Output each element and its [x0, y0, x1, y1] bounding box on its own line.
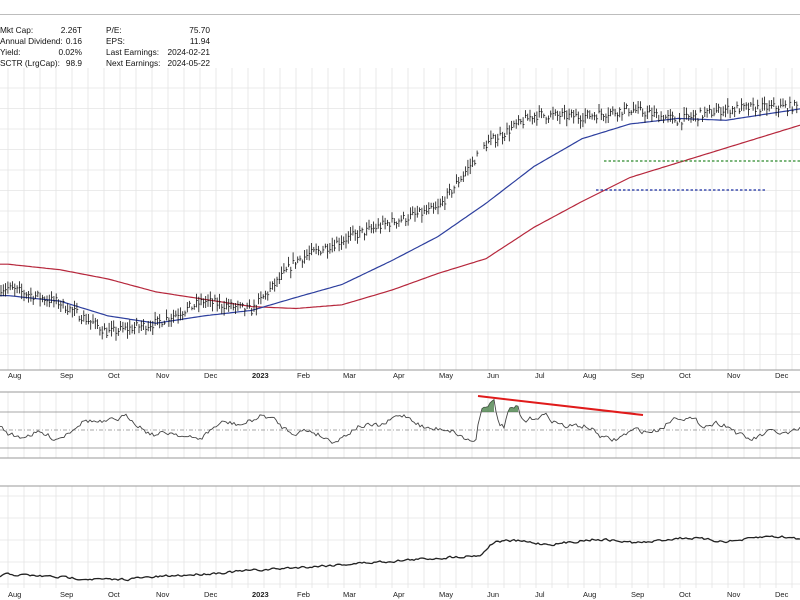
stat-value: 11.94	[189, 36, 210, 46]
x-axis-tick-label: Aug	[8, 371, 21, 380]
x-axis-tick-label: May	[439, 590, 453, 599]
relative-strength-line	[0, 535, 800, 582]
x-axis-price: Aug Sep Oct Nov Dec 2023 Feb Mar Apr May Jun Jul Aug…	[8, 371, 789, 380]
x-axis-tick-label: Dec	[775, 590, 789, 599]
x-axis-tick-label: Jun	[487, 371, 499, 380]
x-axis-tick-label: Oct	[679, 590, 692, 599]
stat-row: SCTR (LrgCap): 98.9 Next Earnings: 2024-…	[0, 58, 260, 69]
relative-strength-panel	[0, 535, 800, 582]
stat-value: 0.02%	[58, 47, 82, 57]
x-axis-tick-label: Apr	[393, 590, 405, 599]
stat-label: P/E:	[106, 25, 122, 35]
x-axis-tick-label: Aug	[8, 590, 21, 599]
stat-value: 98.9	[65, 58, 82, 68]
x-axis-tick-label: 2023	[252, 371, 269, 380]
x-axis-tick-label: Nov	[727, 371, 741, 380]
stat-label: SCTR (LrgCap):	[0, 58, 60, 68]
stat-row: Mkt Cap: 2.26T P/E: 75.70	[0, 25, 260, 36]
stat-row: Yield: 0.02% Last Earnings: 2024-02-21	[0, 47, 260, 58]
x-axis-tick-label: Mar	[343, 371, 356, 380]
x-axis-bottom: Aug Sep Oct Nov Dec 2023 Feb Mar Apr May Jun Jul Aug…	[8, 590, 789, 599]
grid-lines	[0, 68, 800, 588]
x-axis-tick-label: Feb	[297, 371, 310, 380]
stat-value: 2024-02-21	[167, 47, 210, 57]
x-axis-tick-label: Nov	[156, 590, 170, 599]
x-axis-tick-label: Nov	[727, 590, 741, 599]
stat-value: 0.16	[65, 36, 82, 46]
x-axis-tick-label: Jun	[487, 590, 499, 599]
x-axis-tick-label: Aug	[583, 371, 596, 380]
stat-value: 75.70	[189, 25, 210, 35]
x-axis-tick-label: Mar	[343, 590, 356, 599]
sma-long-line	[0, 124, 800, 310]
x-axis-tick-label: Feb	[297, 590, 310, 599]
stat-label: Yield:	[0, 47, 21, 57]
x-axis-tick-label: Dec	[204, 371, 218, 380]
stat-row: Annual Dividend: 0.16 EPS: 11.94	[0, 36, 260, 47]
oscillator-line	[0, 398, 800, 444]
price-panel	[0, 96, 800, 341]
x-axis-tick-label: Dec	[204, 590, 218, 599]
stat-label: Mkt Cap:	[0, 25, 34, 35]
oscillator-panel	[0, 395, 800, 449]
stat-label: Annual Dividend:	[0, 36, 63, 46]
stat-label: Next Earnings:	[106, 58, 161, 68]
x-axis-tick-label: Sep	[60, 590, 73, 599]
panel-borders	[0, 369, 800, 487]
x-axis-tick-label: Dec	[775, 371, 789, 380]
x-axis-tick-label: Nov	[156, 371, 170, 380]
overbought-shading	[508, 405, 518, 412]
stat-label: EPS:	[106, 36, 125, 46]
x-axis-tick-label: Jul	[535, 590, 545, 599]
stat-value: 2024-05-22	[167, 58, 210, 68]
x-axis-tick-label: Oct	[108, 371, 121, 380]
overbought-shading	[482, 399, 494, 412]
x-axis-tick-label: Sep	[631, 371, 644, 380]
x-axis-tick-label: 2023	[252, 590, 269, 599]
stat-label: Last Earnings:	[106, 47, 160, 57]
divergence-trendline	[477, 395, 644, 416]
sma-short-line	[0, 108, 800, 324]
x-axis-tick-label: Aug	[583, 590, 596, 599]
stat-value: 2.26T	[60, 25, 82, 35]
chart-header-border	[0, 0, 800, 15]
x-axis-tick-label: Oct	[679, 371, 692, 380]
x-axis-tick-label: Sep	[60, 371, 73, 380]
x-axis-tick-label: Sep	[631, 590, 644, 599]
x-axis-tick-label: May	[439, 371, 453, 380]
x-axis-tick-label: Apr	[393, 371, 405, 380]
x-axis-tick-label: Jul	[535, 371, 545, 380]
x-axis-tick-label: Oct	[108, 590, 121, 599]
stats-panel: Mkt Cap: 2.26T P/E: 75.70 Annual Dividen…	[0, 25, 260, 69]
